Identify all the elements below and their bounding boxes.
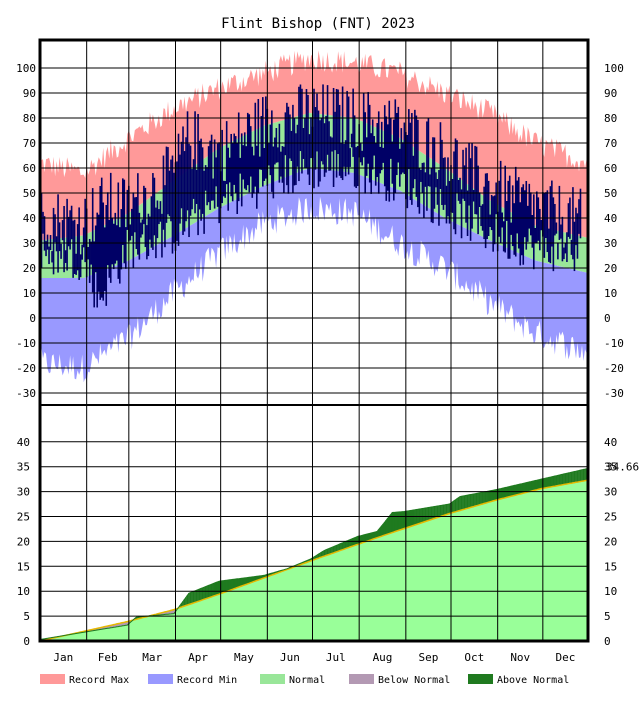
- temp-tick-label-right: 20: [604, 262, 617, 275]
- temp-tick-label-left: 60: [23, 162, 36, 175]
- temp-tick-label-right: 0: [604, 312, 611, 325]
- legend-item: Normal: [260, 674, 325, 686]
- temperature-panel: [40, 50, 588, 383]
- temp-tick-label-right: -20: [604, 362, 624, 375]
- precip-tick-label-right: 15: [604, 560, 617, 573]
- precip-tick-label-right: 10: [604, 585, 617, 598]
- month-label: Jan: [53, 651, 73, 664]
- legend-item: Record Min: [148, 674, 237, 686]
- precip-observed-line: [39, 467, 589, 640]
- legend-label: Above Normal: [497, 675, 569, 686]
- precip-total-label: 34.66: [606, 460, 639, 473]
- temp-tick-label-right: -30: [604, 387, 624, 400]
- precip-tick-label-left: 15: [17, 560, 30, 573]
- precip-normal-line: [39, 479, 589, 642]
- legend-swatch: [148, 674, 173, 684]
- temp-tick-label-left: 20: [23, 262, 36, 275]
- precip-tick-label-right: 0: [604, 635, 611, 648]
- temp-tick-label-right: 10: [604, 287, 617, 300]
- month-label: Aug: [373, 651, 393, 664]
- temp-tick-label-left: 80: [23, 112, 36, 125]
- legend-item: Above Normal: [468, 674, 569, 686]
- precip-tick-label-left: 0: [23, 635, 30, 648]
- temp-tick-label-left: -20: [16, 362, 36, 375]
- legend-swatch: [260, 674, 285, 684]
- precip-tick-label-right: 35: [604, 461, 617, 474]
- temp-tick-label-left: 70: [23, 137, 36, 150]
- temp-tick-label-right: 40: [604, 212, 617, 225]
- precip-tick-label-left: 40: [17, 436, 30, 449]
- month-label: Sep: [418, 651, 438, 664]
- legend-label: Below Normal: [378, 675, 450, 686]
- legend-label: Record Max: [69, 675, 129, 686]
- precip-tick-label-left: 25: [17, 511, 30, 524]
- chart-title: Flint Bishop (FNT) 2023: [221, 16, 415, 32]
- legend-swatch: [349, 674, 374, 684]
- legend: Record Max Record Min Normal Below Normal Ab…: [40, 674, 569, 686]
- precip-tick-label-right: 40: [604, 436, 617, 449]
- month-label: Dec: [555, 651, 575, 664]
- temp-tick-label-left: 40: [23, 212, 36, 225]
- temp-tick-label-right: 100: [604, 62, 624, 75]
- temp-tick-label-right: 30: [604, 237, 617, 250]
- temp-tick-label-left: 0: [29, 312, 36, 325]
- month-label: May: [234, 651, 254, 664]
- legend-label: Normal: [289, 675, 325, 686]
- precip-tick-label-right: 20: [604, 535, 617, 548]
- precip-tick-label-right: 25: [604, 511, 617, 524]
- temp-tick-label-right: -10: [604, 337, 624, 350]
- plot-frame: [38, 38, 590, 643]
- month-label: Nov: [510, 651, 530, 664]
- legend-item: Record Max: [40, 674, 129, 686]
- month-label: Mar: [142, 651, 162, 664]
- precip-tick-label-left: 5: [23, 610, 30, 623]
- temp-tick-label-left: 50: [23, 187, 36, 200]
- temp-tick-label-left: 100: [16, 62, 36, 75]
- precip-tick-label-left: 20: [17, 535, 30, 548]
- grid: [38, 38, 590, 643]
- month-label: Feb: [98, 651, 118, 664]
- temp-tick-label-right: 70: [604, 137, 617, 150]
- legend-swatch: [40, 674, 65, 684]
- temp-tick-label-right: 90: [604, 87, 617, 100]
- temp-tick-label-left: -10: [16, 337, 36, 350]
- temp-tick-label-left: 30: [23, 237, 36, 250]
- legend-label: Record Min: [177, 675, 237, 686]
- precipitation-panel: [39, 467, 589, 642]
- temp-tick-label-left: 90: [23, 87, 36, 100]
- temp-tick-label-right: 60: [604, 162, 617, 175]
- month-label: Apr: [188, 651, 208, 664]
- temp-tick-label-right: 50: [604, 187, 617, 200]
- temp-tick-label-left: -30: [16, 387, 36, 400]
- precip-tick-label-left: 10: [17, 585, 30, 598]
- month-label: Jun: [280, 651, 300, 664]
- month-label: Jul: [326, 651, 346, 664]
- precip-tick-label-left: 30: [17, 486, 30, 499]
- precip-tick-label-left: 35: [17, 461, 30, 474]
- precip-tick-label-right: 5: [604, 610, 611, 623]
- legend-swatch: [468, 674, 493, 684]
- legend-item: Below Normal: [349, 674, 450, 686]
- temp-tick-label-left: 10: [23, 287, 36, 300]
- temp-tick-label-right: 80: [604, 112, 617, 125]
- month-label: Oct: [464, 651, 484, 664]
- precip-tick-label-right: 30: [604, 486, 617, 499]
